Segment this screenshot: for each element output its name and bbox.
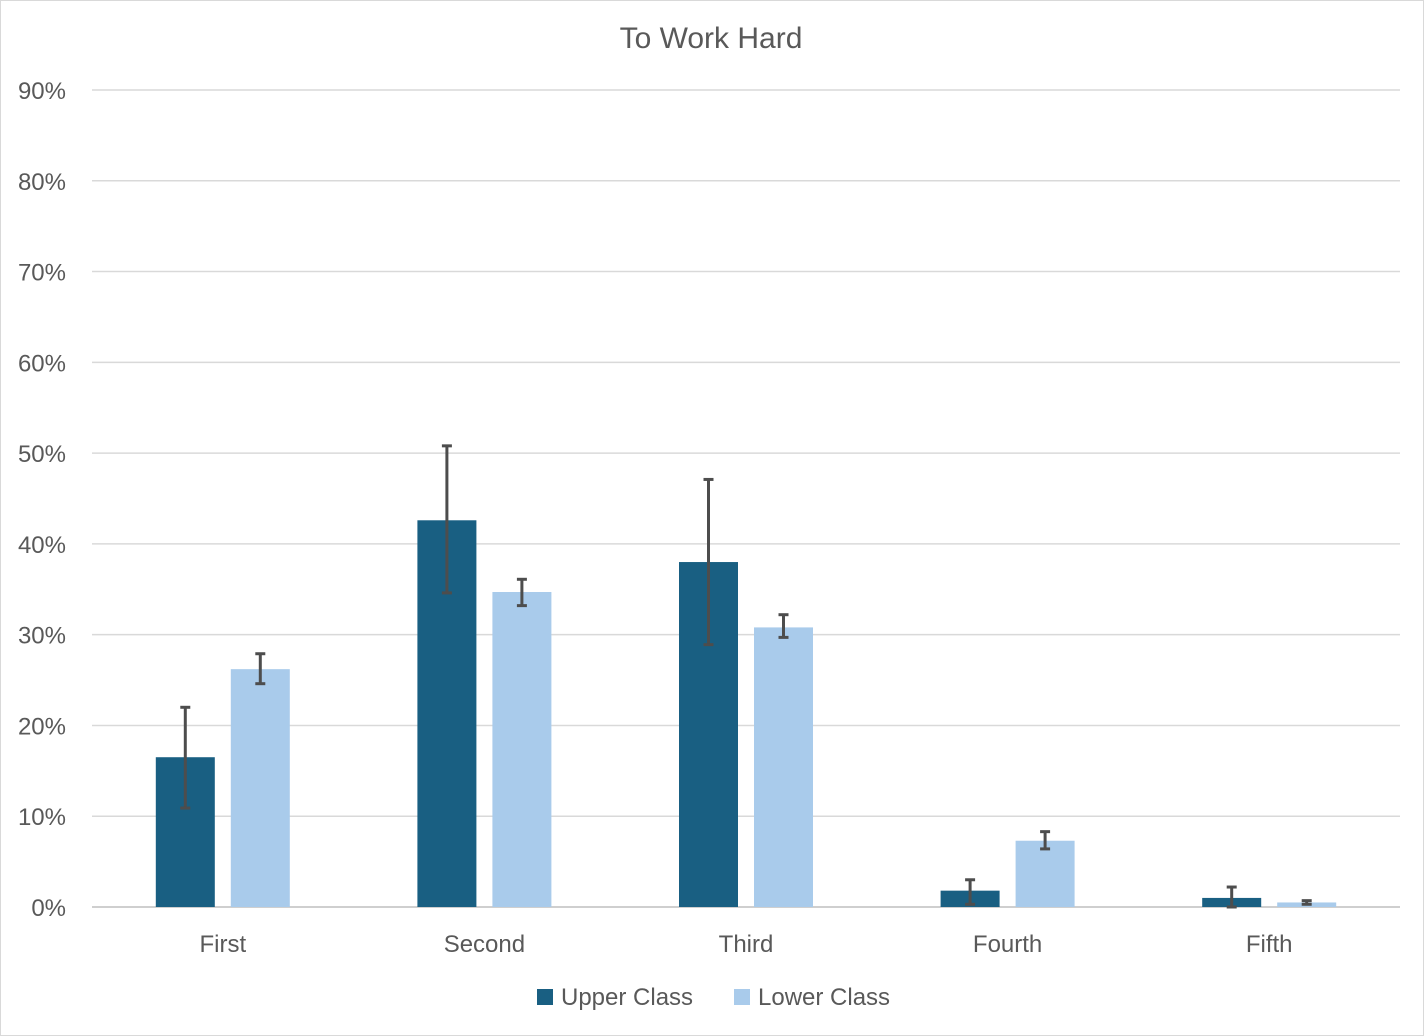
legend-swatch: [537, 989, 553, 1005]
error-bar: [441, 444, 452, 595]
error-bar: [180, 705, 191, 810]
error-bar: [965, 878, 976, 906]
x-tick-label: First: [199, 931, 246, 958]
x-tick-label: Third: [719, 931, 774, 958]
x-tick-label: Second: [444, 931, 525, 958]
error-bar: [1226, 885, 1237, 909]
error-bar: [703, 477, 714, 647]
gridlines: [92, 89, 1400, 908]
bar-lower-class: [492, 592, 552, 907]
error-bar: [255, 652, 266, 686]
y-tick-label: 10%: [18, 804, 66, 831]
x-tick-label: Fifth: [1246, 931, 1293, 958]
legend-label: Upper Class: [561, 984, 693, 1011]
error-bar: [1040, 830, 1051, 851]
y-tick-label: 50%: [18, 441, 66, 468]
chart-title: To Work Hard: [620, 22, 803, 55]
y-tick-label: 20%: [18, 713, 66, 740]
y-tick-label: 70%: [18, 260, 66, 287]
error-bar: [516, 577, 527, 608]
y-tick-label: 40%: [18, 532, 66, 559]
y-tick-label: 0%: [31, 895, 66, 922]
legend-label: Lower Class: [758, 984, 890, 1011]
error-bar: [1301, 899, 1312, 906]
legend-swatch: [734, 989, 750, 1005]
y-tick-label: 90%: [18, 78, 66, 105]
bars: [155, 520, 1337, 907]
x-tick-label: Fourth: [973, 931, 1042, 958]
y-tick-label: 80%: [18, 169, 66, 196]
bar-lower-class: [230, 669, 290, 907]
bar-lower-class: [754, 627, 813, 907]
legend: Upper Class Lower Class: [537, 984, 890, 1011]
bar-lower-class: [1015, 840, 1075, 907]
y-axis-ticks: 0% 10% 20% 30% 40% 50% 60% 70% 80% 90%: [18, 78, 66, 922]
x-axis-ticks: First Second Third Fourth Fifth: [199, 931, 1292, 958]
error-bars: [180, 444, 1312, 909]
y-tick-label: 30%: [18, 623, 66, 650]
error-bar: [778, 613, 789, 639]
y-tick-label: 60%: [18, 350, 66, 377]
